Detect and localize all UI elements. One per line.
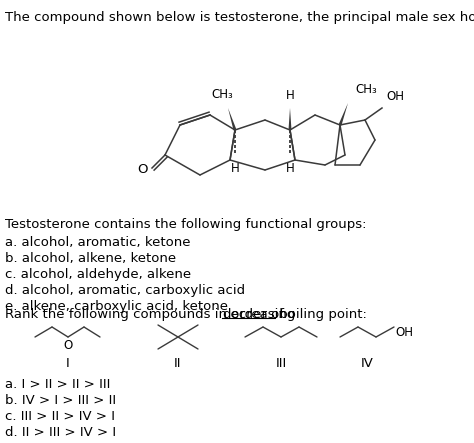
Polygon shape [228,108,237,130]
Text: boiling point:: boiling point: [275,308,367,321]
Text: c. III > II > IV > I: c. III > II > IV > I [5,410,115,423]
Text: CH₃: CH₃ [355,83,377,96]
Text: O: O [64,339,73,352]
Polygon shape [338,103,348,125]
Text: H: H [231,162,239,175]
Text: a. I > II > II > III: a. I > II > II > III [5,378,110,391]
Text: Testosterone contains the following functional groups:: Testosterone contains the following func… [5,218,366,231]
Text: III: III [275,357,287,370]
Text: The compound shown below is testosterone, the principal male sex hormone.: The compound shown below is testosterone… [5,11,474,24]
Text: e. alkene, carboxylic acid, ketone: e. alkene, carboxylic acid, ketone [5,300,228,313]
Text: OH: OH [386,90,404,103]
Text: O: O [138,163,148,175]
Text: c. alcohol, aldehyde, alkene: c. alcohol, aldehyde, alkene [5,268,191,281]
Text: a. alcohol, aromatic, ketone: a. alcohol, aromatic, ketone [5,236,191,249]
Text: II: II [174,357,182,370]
Text: Rank the following compounds in order of: Rank the following compounds in order of [5,308,288,321]
Text: decreasing: decreasing [222,308,296,321]
Text: H: H [286,89,294,102]
Text: d. alcohol, aromatic, carboxylic acid: d. alcohol, aromatic, carboxylic acid [5,284,245,297]
Text: b. alcohol, alkene, ketone: b. alcohol, alkene, ketone [5,252,176,265]
Polygon shape [289,108,292,130]
Text: I: I [66,357,70,370]
Text: CH₃: CH₃ [211,88,233,101]
Text: IV: IV [361,357,374,370]
Text: b. IV > I > III > II: b. IV > I > III > II [5,394,116,407]
Text: d. II > III > IV > I: d. II > III > IV > I [5,426,116,439]
Text: H: H [286,162,294,175]
Text: OH: OH [395,326,413,339]
